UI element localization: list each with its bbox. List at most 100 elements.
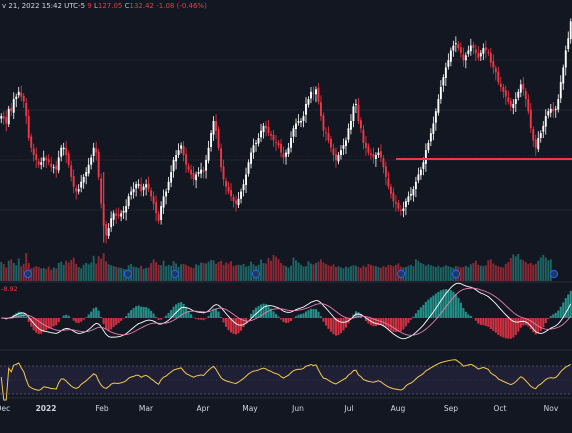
macd-histogram-bar: [307, 310, 310, 318]
macd-pane[interactable]: [1, 282, 572, 340]
macd-histogram-bar: [264, 304, 268, 318]
volume-bar: [7, 260, 10, 281]
candle-body: [127, 196, 130, 207]
volume-bar: [217, 262, 220, 281]
candle-body: [412, 189, 415, 196]
candle-body: [532, 129, 535, 141]
candle-body: [205, 159, 208, 171]
volume-bar: [367, 263, 370, 281]
event-marker: [396, 269, 406, 279]
rsi-pane[interactable]: [0, 359, 572, 401]
volume-bar: [482, 266, 485, 281]
candle-body: [97, 151, 100, 177]
macd-histogram-bar: [439, 290, 442, 318]
volume-bar: [444, 265, 447, 281]
candle-body: [195, 174, 198, 181]
event-markers[interactable]: [23, 269, 559, 279]
volume-bar: [320, 259, 322, 281]
macd-histogram-bar: [337, 318, 340, 336]
volume-bar: [135, 267, 138, 281]
time-axis-label: Feb: [95, 404, 109, 413]
event-marker-circle: [123, 269, 133, 279]
candle-body: [105, 224, 108, 236]
candle-body: [17, 91, 20, 96]
candle-body: [252, 145, 255, 153]
volume-bar: [357, 267, 360, 281]
macd-histogram-bar: [244, 318, 248, 323]
candle-body: [447, 60, 450, 67]
volume-bar: [472, 263, 475, 281]
candle-body: [182, 146, 185, 156]
candle-body: [332, 148, 335, 156]
candle-body: [135, 184, 138, 189]
volume-bar: [354, 265, 357, 281]
candles[interactable]: [0, 18, 572, 244]
event-marker: [23, 269, 33, 279]
macd-histogram-bar: [327, 318, 330, 329]
volume-bar: [155, 262, 158, 281]
candle-body: [437, 99, 440, 113]
candle-body: [429, 133, 432, 142]
macd-histogram-bar: [187, 310, 190, 318]
macd-histogram-bar: [45, 318, 48, 331]
macd-histogram-bar: [419, 307, 422, 318]
macd-histogram-bar: [90, 311, 93, 318]
candle-body: [325, 132, 327, 134]
candle-body: [0, 116, 3, 119]
candle-body: [489, 52, 492, 63]
time-axis-label: Sep: [444, 404, 458, 413]
volume-bar: [157, 264, 160, 281]
macd-histogram-bar: [392, 318, 395, 332]
macd-histogram-bar: [512, 318, 515, 338]
macd-value-label: -8.92: [1, 285, 18, 293]
macd-histogram-bar: [502, 318, 505, 338]
volume-bar: [100, 258, 103, 281]
candle-body: [115, 213, 118, 216]
macd-histogram-bar: [424, 301, 427, 318]
candle-body: [512, 103, 515, 108]
header-fragment: 9: [87, 2, 92, 10]
candle-body: [335, 154, 337, 160]
macd-histogram-bar: [37, 318, 40, 335]
candle-body: [362, 129, 365, 143]
macd-histogram-bar: [72, 318, 75, 321]
candle-body: [439, 86, 442, 100]
volume-bar: [115, 267, 118, 281]
volume-bar: [192, 267, 195, 281]
volume-bar: [275, 256, 277, 281]
macd-histogram-bar: [182, 303, 185, 318]
candle-body: [270, 133, 272, 136]
candle-body: [469, 45, 472, 52]
macd-histogram-bar: [474, 318, 477, 321]
candle-body: [60, 147, 63, 157]
macd-histogram-bar: [205, 318, 208, 319]
candle-body: [122, 210, 125, 213]
macd-histogram-bar: [559, 306, 562, 318]
candle-body: [95, 148, 98, 153]
macd-histogram-bar: [125, 316, 128, 318]
candle-body: [187, 166, 190, 170]
macd-histogram-bar: [15, 313, 18, 318]
macd-histogram-bar: [130, 310, 133, 318]
volume-bar: [85, 263, 88, 281]
volume-bar: [439, 267, 442, 281]
volume-bar: [75, 263, 78, 281]
candle-body: [255, 142, 257, 144]
volume-bar: [225, 262, 227, 281]
macd-histogram-bar: [542, 318, 545, 328]
candle-body: [374, 155, 377, 159]
support-line[interactable]: [0, 155, 572, 160]
volume-bar: [162, 260, 165, 281]
header-low-label: L: [93, 2, 98, 10]
volume-bar: [432, 266, 435, 281]
volume-bar: [232, 266, 235, 281]
volume-bar: [442, 266, 445, 281]
volume-bar: [312, 264, 315, 281]
volume-bar: [514, 256, 517, 281]
macd-histogram-bar: [200, 318, 203, 320]
macd-histogram-bar: [452, 291, 455, 318]
volume-bar: [374, 266, 377, 281]
candle-body: [25, 103, 28, 117]
macd-histogram-bar: [220, 316, 223, 318]
